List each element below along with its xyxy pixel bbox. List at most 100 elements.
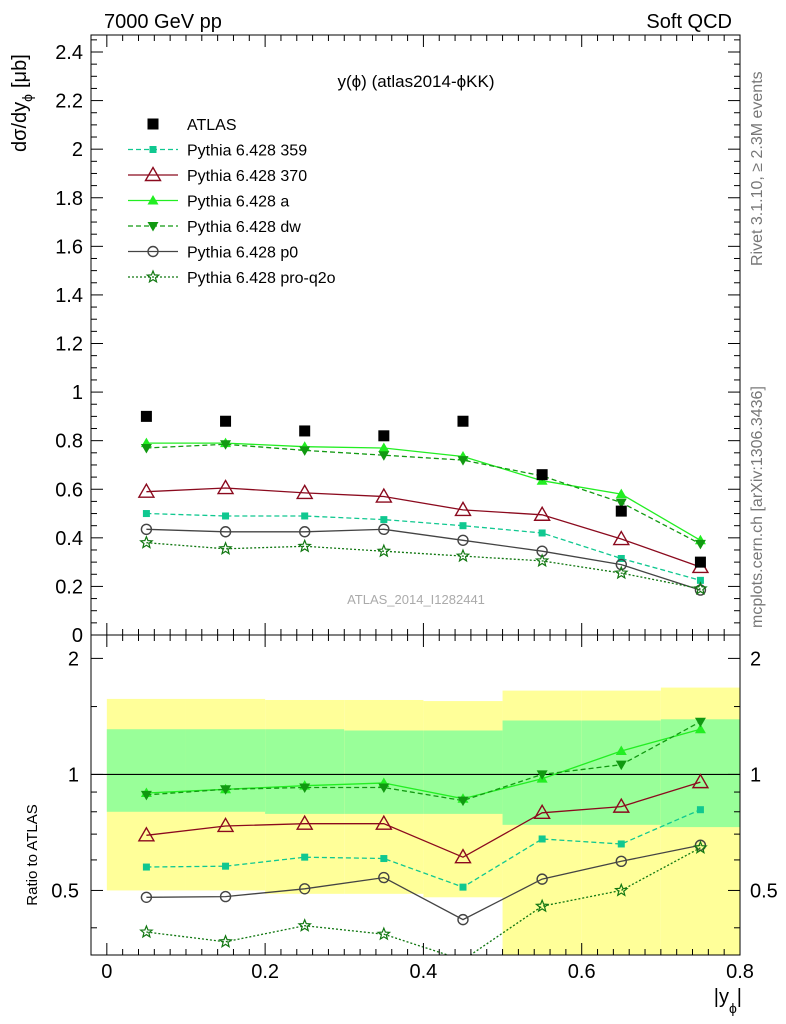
ratio-series-pp0 <box>140 839 707 926</box>
plot-title: y(ϕ) (atlas2014-ϕKK) <box>338 72 495 91</box>
main-point-p370 <box>454 500 472 517</box>
ratio-ytick-label: 0.5 <box>51 880 79 902</box>
main-point-pq2o <box>376 543 392 558</box>
main-ytick-label: 1 <box>72 382 83 404</box>
main-series-pq2o <box>139 535 708 596</box>
main-point-pp0 <box>140 523 153 536</box>
legend-marker-pq2o <box>145 269 161 284</box>
main-ytick-label: 1.4 <box>55 285 83 307</box>
main-line-pp0 <box>146 528 701 591</box>
ratio-band-inner <box>344 730 424 814</box>
ratio-series-p359 <box>142 806 704 891</box>
main-point-p370 <box>137 482 156 498</box>
ratio-point-pp0 <box>615 855 627 868</box>
ratio-panel: 0.5 0.5 1 1 2 2 0 0.2 0.4 0.6 0.8 <box>51 634 778 983</box>
main-point-pdw <box>140 443 152 454</box>
ratio-point-pp0 <box>457 913 469 926</box>
ratio-point-pdw <box>299 783 311 793</box>
rivet-info: Rivet 3.1.10, ≥ 2.3M events <box>749 71 766 266</box>
main-ytick-label: 0.2 <box>55 576 83 598</box>
ratio-point-pq2o <box>614 882 629 897</box>
main-series-p359 <box>142 510 704 584</box>
legend-label-p359: Pythia 6.428 359 <box>187 143 307 160</box>
ratio-point-p370 <box>454 848 472 864</box>
main-point-pdw <box>694 539 706 550</box>
ratio-ytick-label-right: 0.5 <box>750 880 778 902</box>
xtick-label: 0.8 <box>726 961 754 983</box>
main-line-pdw <box>146 443 701 545</box>
main-point-pdw <box>220 440 232 450</box>
main-ytick-label: 2 <box>72 139 83 161</box>
main-point-p359 <box>617 554 625 562</box>
process-label: Soft QCD <box>646 11 732 33</box>
ratio-frame <box>90 634 741 956</box>
ratio-point-p370 <box>216 817 235 833</box>
main-point-p370 <box>375 487 393 503</box>
ratio-point-p359 <box>617 840 625 848</box>
main-point-pq2o <box>534 553 550 568</box>
legend-label-pq2o: Pythia 6.428 pro-q2o <box>187 270 336 287</box>
ratio-point-pp0 <box>536 873 548 885</box>
legend-entry-p359: Pythia 6.428 359 <box>128 143 307 160</box>
main-series-pa <box>140 437 706 545</box>
ratio-point-p359 <box>696 806 704 814</box>
top-ylabel-sub: ϕ <box>19 94 35 102</box>
ratio-point-p370 <box>691 773 710 789</box>
ratio-line-p370 <box>146 781 701 858</box>
main-point-p359 <box>696 576 704 584</box>
ratio-ylabel: Ratio to ATLAS <box>24 804 41 905</box>
main-point-data <box>378 430 390 442</box>
main-point-p359 <box>380 516 388 524</box>
ratio-point-pq2o <box>376 926 392 941</box>
ratio-plot-content <box>91 687 740 955</box>
ratio-point-p359 <box>538 835 546 843</box>
main-point-pp0 <box>219 526 232 538</box>
top-ylabel-unit: [μb] <box>9 54 31 88</box>
legend-entry-data: ATLAS <box>147 117 237 134</box>
main-line-p359 <box>146 512 701 581</box>
main-point-pdw <box>378 451 390 461</box>
ratio-point-p359 <box>142 863 150 871</box>
ratio-ytick-label: 1 <box>68 764 79 786</box>
ratio-point-pp0 <box>378 871 390 884</box>
legend-entry-pa: Pythia 6.428 a <box>128 194 289 211</box>
main-point-pdw <box>615 498 627 509</box>
main-line-pq2o <box>146 542 701 590</box>
legend-label-p370: Pythia 6.428 370 <box>187 168 307 185</box>
legend-label-pdw: Pythia 6.428 dw <box>187 219 301 236</box>
main-point-pp0 <box>615 558 627 571</box>
main-panel: 0 0.2 0.4 0.6 0.8 1 1.2 1.4 1.6 1.8 2 2.2 2.4 y(ϕ) (… <box>55 34 741 647</box>
main-point-data <box>694 556 706 568</box>
main-point-p370 <box>216 479 235 495</box>
main-point-pa <box>615 488 627 499</box>
main-point-pq2o <box>614 565 629 580</box>
main-point-data <box>457 415 469 427</box>
ratio-line-pp0 <box>146 844 701 921</box>
main-ytick-label: 2.2 <box>55 91 83 113</box>
ratio-point-pdw <box>220 785 232 795</box>
ratio-point-p370 <box>137 826 156 842</box>
main-point-p359 <box>538 529 546 537</box>
main-point-p359 <box>459 522 467 530</box>
top-ylabel-main: dσ/dy <box>9 102 31 152</box>
ratio-point-pp0 <box>298 883 311 895</box>
xlabel-main: |y <box>714 986 729 1008</box>
main-point-pa <box>378 442 390 452</box>
ratio-point-pa <box>615 745 627 756</box>
ratio-point-pp0 <box>140 891 153 903</box>
ratio-point-p359 <box>380 855 388 863</box>
legend-marker-pdw <box>147 222 159 232</box>
ratio-ytick-label-right: 2 <box>750 648 761 670</box>
main-point-pp0 <box>298 526 311 538</box>
ratio-point-pq2o <box>139 924 154 939</box>
main-series-pdw <box>140 440 706 550</box>
ratio-line-p359 <box>146 809 701 888</box>
ratio-ytick-label-right: 1 <box>750 764 761 786</box>
main-series-data <box>140 410 706 568</box>
main-point-pq2o <box>693 581 708 596</box>
main-point-data <box>220 415 232 427</box>
main-point-data <box>615 505 627 517</box>
ratio-point-pdw <box>140 790 152 801</box>
legend-label-data: ATLAS <box>187 117 237 134</box>
